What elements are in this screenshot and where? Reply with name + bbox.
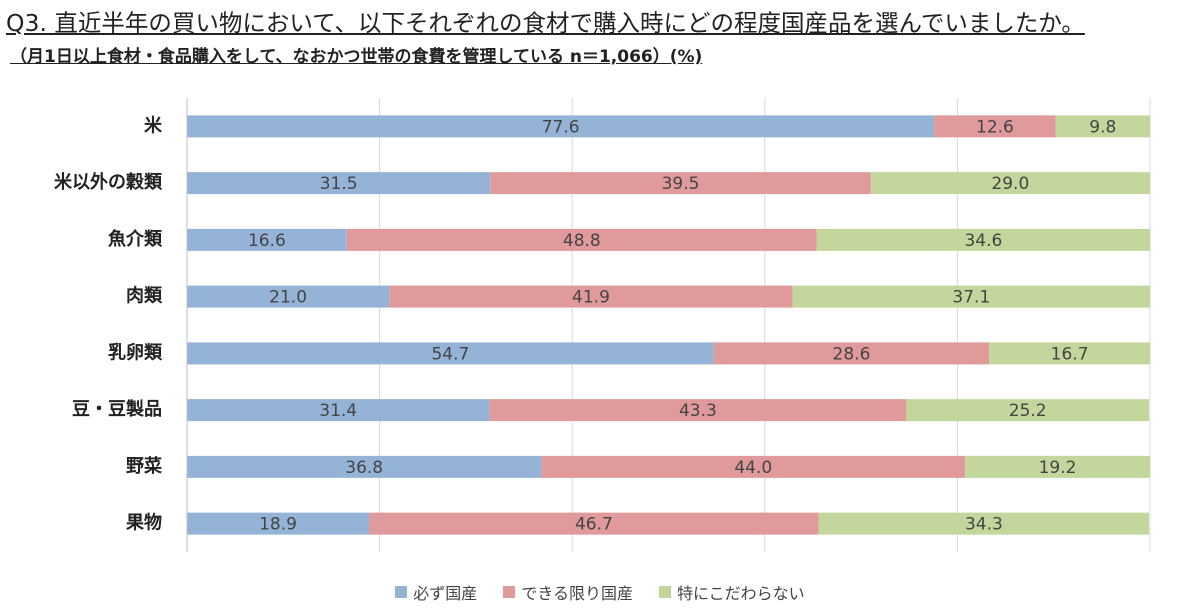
bar-segment	[818, 512, 1150, 535]
legend-swatch	[395, 586, 408, 598]
bar-segment	[792, 285, 1150, 308]
bar-segment	[187, 512, 370, 535]
data-label: 44.0	[734, 458, 772, 478]
bar-segment	[816, 228, 1150, 251]
data-label: 39.5	[662, 174, 700, 194]
bar-segment	[965, 455, 1150, 478]
data-label: 31.4	[319, 401, 357, 421]
y-tick-label: 魚介類	[108, 228, 163, 250]
data-label: 48.8	[563, 231, 601, 251]
bar-segment	[1055, 115, 1150, 138]
legend-label: 特にこだわらない	[677, 584, 805, 603]
y-tick-label: 肉類	[126, 285, 163, 307]
chart-subtitle: （月1日以上食材・食品購入をして、なおかつ世帯の食費を管理している n＝1,06…	[10, 47, 703, 67]
data-label: 21.0	[269, 288, 307, 308]
data-label: 34.3	[965, 515, 1003, 535]
chart-title: Q3. 直近半年の買い物において、以下それぞれの食材で購入時にどの程度国産品を選…	[6, 9, 1085, 37]
legend-item: 特にこだわらない	[659, 580, 805, 604]
data-label: 34.6	[964, 231, 1002, 251]
y-tick-label: 野菜	[126, 456, 162, 477]
y-tick-label: 米以外の穀類	[54, 171, 163, 193]
bar-segment	[187, 285, 390, 308]
bar-segment	[187, 455, 542, 478]
data-label: 37.1	[952, 288, 990, 308]
y-tick-label: 豆・豆製品	[72, 399, 162, 420]
y-tick-label: 米	[144, 114, 163, 136]
legend-label: 必ず国産	[413, 584, 478, 603]
bar-segment	[187, 228, 347, 251]
data-label: 41.9	[572, 288, 610, 308]
data-label: 43.3	[679, 401, 717, 421]
bar-segment	[187, 172, 491, 195]
data-label: 16.6	[248, 231, 286, 251]
data-label: 36.8	[345, 458, 383, 478]
bar-segment	[870, 172, 1150, 195]
bar-segment	[187, 399, 490, 422]
bar-segment	[187, 115, 935, 138]
bar-segment	[713, 342, 990, 365]
legend: 必ず国産 できる限り国産 特にこだわらない	[0, 580, 1200, 604]
data-label: 18.9	[259, 515, 297, 535]
bar-segment	[389, 285, 793, 308]
legend-swatch	[659, 586, 671, 598]
bar-segment	[489, 399, 907, 422]
data-label: 19.2	[1039, 458, 1077, 478]
bar-segment	[989, 342, 1150, 365]
data-label: 46.7	[575, 515, 613, 535]
y-tick-label: 乳卵類	[108, 341, 163, 363]
data-label: 29.0	[991, 174, 1029, 194]
data-label: 28.6	[833, 344, 871, 364]
data-label: 12.6	[976, 117, 1014, 137]
y-tick-label: 果物	[125, 512, 162, 534]
legend-item: 必ず国産	[395, 580, 477, 604]
bar-segment	[541, 455, 966, 478]
legend-label: できる限り国産	[521, 584, 633, 603]
data-label: 31.5	[320, 174, 358, 194]
bar-segment	[369, 512, 819, 535]
data-label: 16.7	[1051, 344, 1089, 364]
bar-segment	[934, 115, 1056, 138]
data-label: 77.6	[542, 117, 580, 137]
bar-segment	[346, 228, 817, 251]
bar-segment	[490, 172, 871, 195]
legend-item: できる限り国産	[503, 580, 633, 604]
bar-segment	[187, 342, 714, 365]
data-label: 25.2	[1009, 401, 1047, 421]
data-label: 9.8	[1089, 117, 1116, 137]
bar-segment	[906, 399, 1150, 422]
data-label: 54.7	[431, 344, 469, 364]
legend-swatch	[503, 586, 516, 598]
